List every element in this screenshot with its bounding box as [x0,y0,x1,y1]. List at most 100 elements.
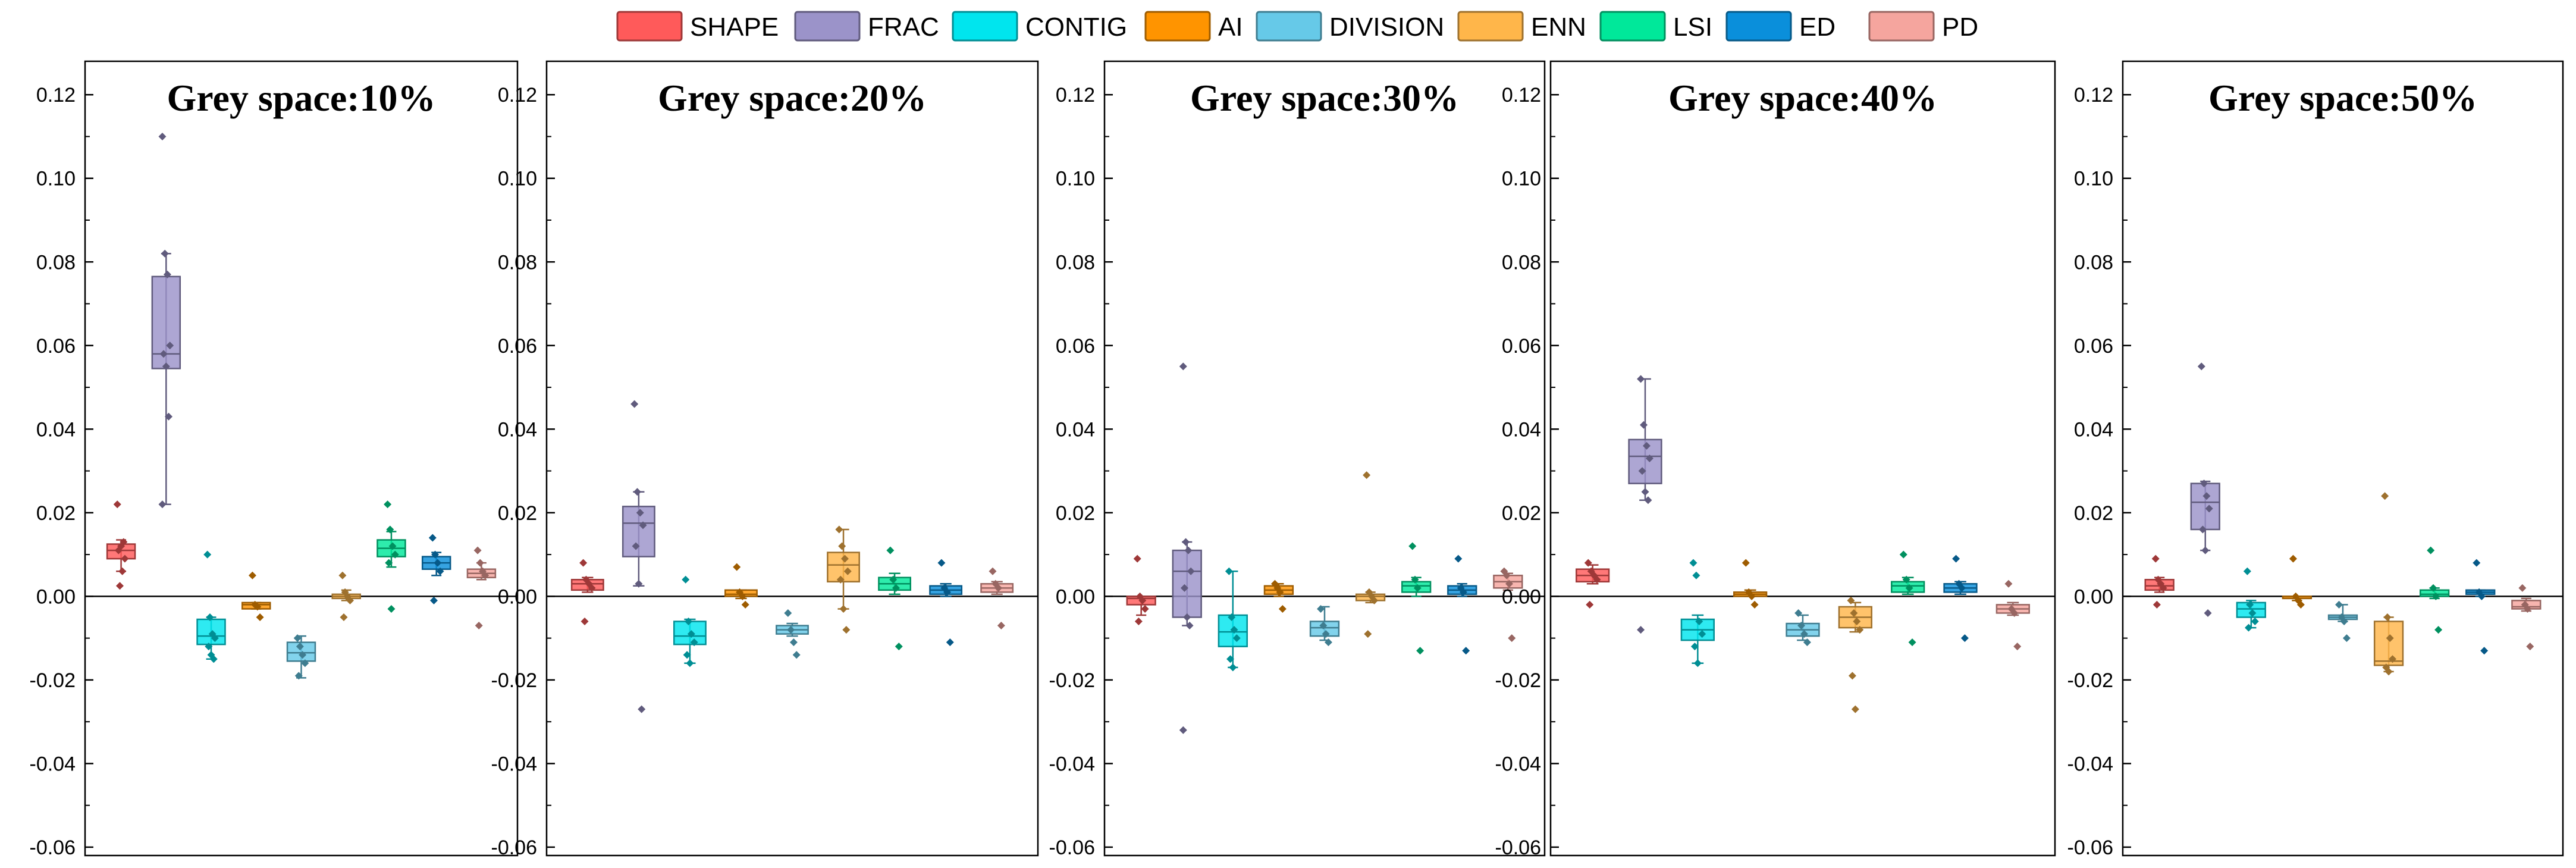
data-point [1364,630,1372,638]
data-point [1856,626,1864,634]
legend-item-ai: AI [1144,11,1243,42]
data-point [685,618,693,626]
legend-item-shape: SHAPE [616,11,779,42]
data-point [2251,618,2259,626]
box-enn [2373,492,2404,676]
legend-swatch [1457,11,1524,42]
data-point [1134,618,1143,626]
iqr-box [1172,549,1202,618]
data-point [682,575,690,584]
data-point [2245,623,2253,632]
data-point [209,655,218,663]
box-division [2327,600,2358,643]
legend-label: ENN [1531,12,1586,42]
y-tick-label: 0.06 [1502,335,1541,358]
box-ed [2465,559,2496,655]
data-point [989,567,997,575]
legend-label: CONTIG [1025,12,1127,42]
data-point [994,584,1003,592]
box-enn [1838,596,1872,713]
data-point [1363,471,1371,480]
data-point [1851,705,1859,713]
data-point [937,559,946,567]
data-point [1747,592,1756,600]
data-point [2386,634,2394,643]
data-point [1902,575,1910,584]
data-point [1370,596,1379,604]
y-tick-label: -0.04 [1049,753,1096,775]
data-point [1184,546,1193,554]
data-point [338,571,347,579]
y-tick-label: 0.02 [2074,502,2113,525]
data-point [158,132,167,140]
legend: SHAPE FRAC CONTIG AI DIVISION ENN LSI ED PD [616,11,1978,42]
data-point [2004,579,2013,588]
box-ed [421,534,451,604]
data-point [473,546,482,554]
y-tick-label: 0.10 [1056,168,1095,190]
data-point [1179,726,1187,734]
y-tick-label: 0.08 [1056,251,1095,274]
legend-swatch [1868,11,1935,42]
data-point [943,588,952,596]
data-point [2384,668,2393,676]
panels: -0.06 -0.04 -0.02 0.00 0.02 0.04 0.06 0.08 0.10 0… [30,60,2564,859]
data-point [997,622,1005,630]
box-frac [622,400,655,713]
data-point [253,603,262,611]
box-frac [1172,362,1202,734]
data-point [1742,559,1750,567]
box-shape [2144,554,2175,609]
data-point [481,571,490,579]
box-division [1309,604,1340,647]
data-point [1952,554,1960,563]
data-point [1853,618,1861,626]
y-tick-label: 0.00 [1502,585,1541,608]
y-tick-label: -0.02 [2067,669,2114,692]
data-point [838,542,846,550]
data-point [476,559,484,567]
data-point [2153,600,2161,609]
data-point [1505,579,1513,588]
data-point [1586,600,1594,609]
legend-swatch [616,11,683,42]
data-point [1226,655,1235,663]
box-shape [1576,559,1610,609]
box-contig [673,575,707,668]
y-tick-label: 0.12 [2074,84,2113,106]
data-point [1698,630,1706,638]
y-tick-label: 0.04 [498,418,537,441]
data-point [1645,455,1653,462]
data-point [1848,672,1856,680]
data-point [2429,584,2437,592]
data-point [835,525,843,534]
data-point [2523,604,2531,613]
data-point [895,643,903,651]
data-point [1413,584,1422,592]
y-tick-label: 0.10 [498,168,537,190]
box-ai [241,571,271,621]
data-point [2335,600,2343,609]
data-point [1800,630,1808,638]
y-tick-label: 0.04 [1502,418,1541,441]
data-point [2151,554,2160,563]
data-point [789,638,798,647]
data-point [206,613,214,621]
data-point [385,559,393,567]
y-tick-label: 0.02 [498,502,537,525]
y-tick-label: 0.10 [2074,168,2113,190]
legend-swatch [1256,11,1322,42]
data-point [1502,571,1511,579]
box-lsi [878,546,912,651]
box-enn [1355,471,1386,638]
data-point [296,643,304,651]
data-point [840,554,849,563]
panel-title: Grey space:40% [1668,77,1937,119]
y-tick-label: 0.00 [498,585,537,608]
y-tick-label: 0.06 [36,335,76,358]
data-point [2518,584,2527,592]
data-point [1638,467,1646,475]
data-point [2201,546,2210,554]
y-tick-label: 0.02 [1502,502,1541,525]
legend-item-division: DIVISION [1256,11,1444,42]
